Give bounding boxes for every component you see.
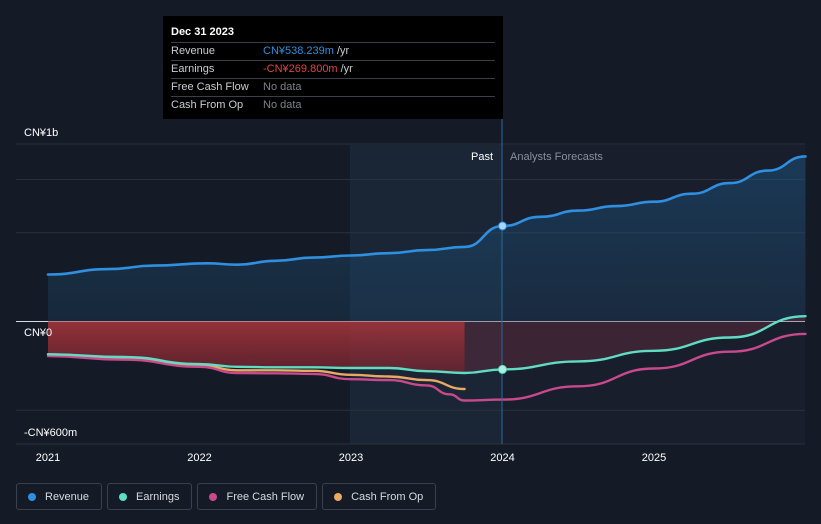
y-tick-label: CN¥0: [24, 327, 52, 339]
tooltip-date: Dec 31 2023: [171, 26, 234, 38]
legend: Revenue Earnings Free Cash Flow Cash Fro…: [16, 483, 437, 510]
legend-label: Earnings: [136, 490, 180, 503]
tooltip-value: No data: [263, 99, 302, 111]
axis-labels: CN¥1b CN¥0 -CN¥600m 2021 2022 2023 2024 2025: [24, 127, 666, 464]
series-lines: [46, 155, 807, 402]
earnings-line: [46, 315, 807, 375]
legend-label: Free Cash Flow: [226, 490, 305, 503]
revenue-dot-icon: [28, 492, 36, 501]
tooltip-value: CN¥538.239m: [263, 45, 334, 57]
legend-item-cash-from-op[interactable]: Cash From Op: [322, 483, 437, 510]
tooltip-row-cash-from-op: Cash From Op No data: [171, 96, 495, 114]
past-label: Past: [471, 151, 493, 163]
revenue-line: [46, 155, 807, 276]
tooltip-unit: /yr: [336, 45, 350, 57]
legend-item-free-cash-flow[interactable]: Free Cash Flow: [197, 483, 318, 510]
x-tick-label: 2024: [490, 452, 514, 464]
tooltip-label: Revenue: [171, 45, 216, 57]
area-fills: [48, 156, 806, 373]
cash-from-op-dot-icon: [334, 492, 343, 501]
forecast-label: Analysts Forecasts: [510, 151, 603, 163]
y-tick-label: -CN¥600m: [24, 427, 77, 439]
x-tick-label: 2022: [187, 452, 211, 464]
tooltip-row-earnings: Earnings -CN¥269.800m /yr: [171, 60, 495, 78]
x-tick-label: 2025: [642, 452, 666, 464]
x-tick-label: 2023: [339, 452, 363, 464]
tooltip-unit: /yr: [340, 63, 353, 75]
free-cash-flow-dot-icon: [209, 492, 218, 501]
tooltip-row-revenue: Revenue CN¥538.239m /yr: [171, 42, 495, 60]
legend-item-earnings[interactable]: Earnings: [107, 483, 193, 510]
tooltip-label: Earnings: [171, 63, 215, 75]
tooltip-value: -CN¥269.800m: [263, 63, 338, 75]
y-tick-label: CN¥1b: [24, 127, 58, 139]
legend-label: Revenue: [45, 490, 90, 503]
hover-markers: [498, 221, 507, 374]
earnings-forecast-area: [464, 316, 806, 373]
tooltip: Dec 31 2023 Revenue CN¥538.239m /yr Earn…: [163, 16, 503, 119]
earnings-area: [48, 321, 465, 373]
tooltip-row-free-cash-flow: Free Cash Flow No data: [171, 78, 495, 96]
earnings-marker: [498, 364, 507, 374]
tooltip-label: Free Cash Flow: [171, 81, 249, 93]
revenue-area: [48, 156, 806, 322]
legend-label: Cash From Op: [351, 490, 424, 503]
legend-item-revenue[interactable]: Revenue: [16, 483, 103, 510]
x-tick-label: 2021: [36, 452, 60, 464]
tooltip-label: Cash From Op: [171, 99, 244, 111]
earnings-dot-icon: [119, 492, 128, 501]
tooltip-value: No data: [263, 81, 302, 93]
revenue-marker: [498, 221, 507, 231]
free-cash-flow-line: [46, 332, 807, 402]
